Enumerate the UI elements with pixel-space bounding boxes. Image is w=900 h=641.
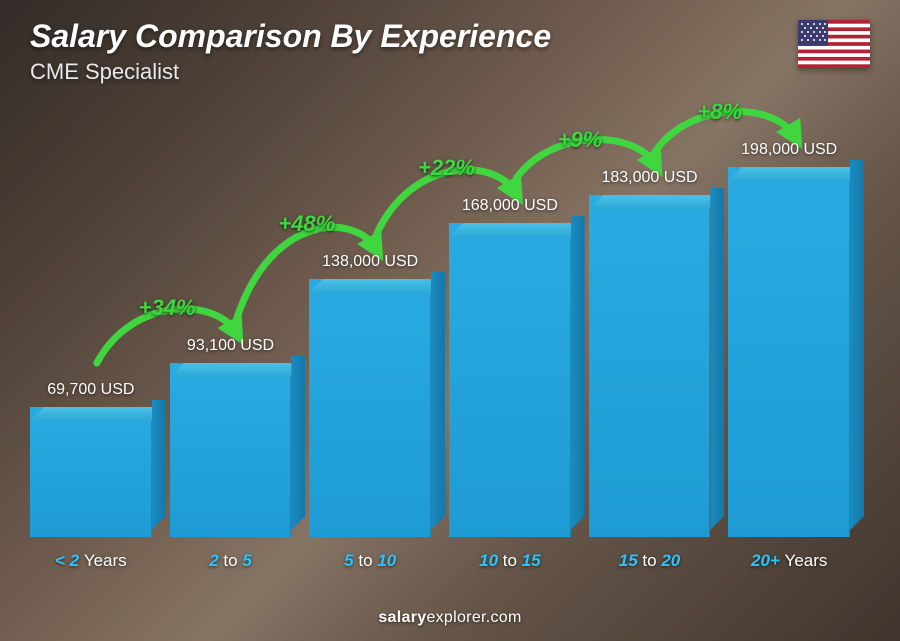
bar-2: 138,000 USD [309,253,431,537]
x-label-0: < 2 Years [30,551,152,571]
bar-chart: 69,700 USD 93,100 USD 138,000 USD 168,000 U… [30,110,850,571]
x-label-3: 10 to 15 [449,551,571,571]
brand-tld: .com [486,609,522,626]
bar-value-label: 138,000 USD [322,253,418,271]
growth-arc-label: +9% [558,127,603,153]
x-label-4: 15 to 20 [589,551,711,571]
bar-3: 168,000 USD [449,197,571,537]
growth-arc-label: +48% [278,211,335,237]
bar-5: 198,000 USD [728,141,850,537]
bar-body [30,407,152,537]
x-label-1: 2 to 5 [170,551,292,571]
growth-arc-label: +34% [139,295,196,321]
growth-arc-label: +8% [697,99,742,125]
x-axis-labels: < 2 Years 2 to 5 5 to 10 10 to 15 15 to 20 20… [30,551,850,571]
bar-body [309,279,431,537]
bar-value-label: 69,700 USD [47,381,134,399]
footer-brand: salaryexplorer.com [0,609,900,627]
bar-value-label: 168,000 USD [462,197,558,215]
bar-body [728,167,850,537]
bar-body [170,363,292,537]
growth-arc-label: +22% [418,155,475,181]
bar-1: 93,100 USD [170,337,292,537]
brand-mid: explorer [426,609,485,626]
x-label-2: 5 to 10 [309,551,431,571]
bar-0: 69,700 USD [30,381,152,537]
bar-value-label: 93,100 USD [187,337,274,355]
bar-4: 183,000 USD [589,169,711,537]
bar-body [589,195,711,537]
x-label-5: 20+ Years [728,551,850,571]
brand-bold: salary [378,609,426,626]
bar-value-label: 183,000 USD [601,169,697,187]
bar-value-label: 198,000 USD [741,141,837,159]
bar-body [449,223,571,537]
